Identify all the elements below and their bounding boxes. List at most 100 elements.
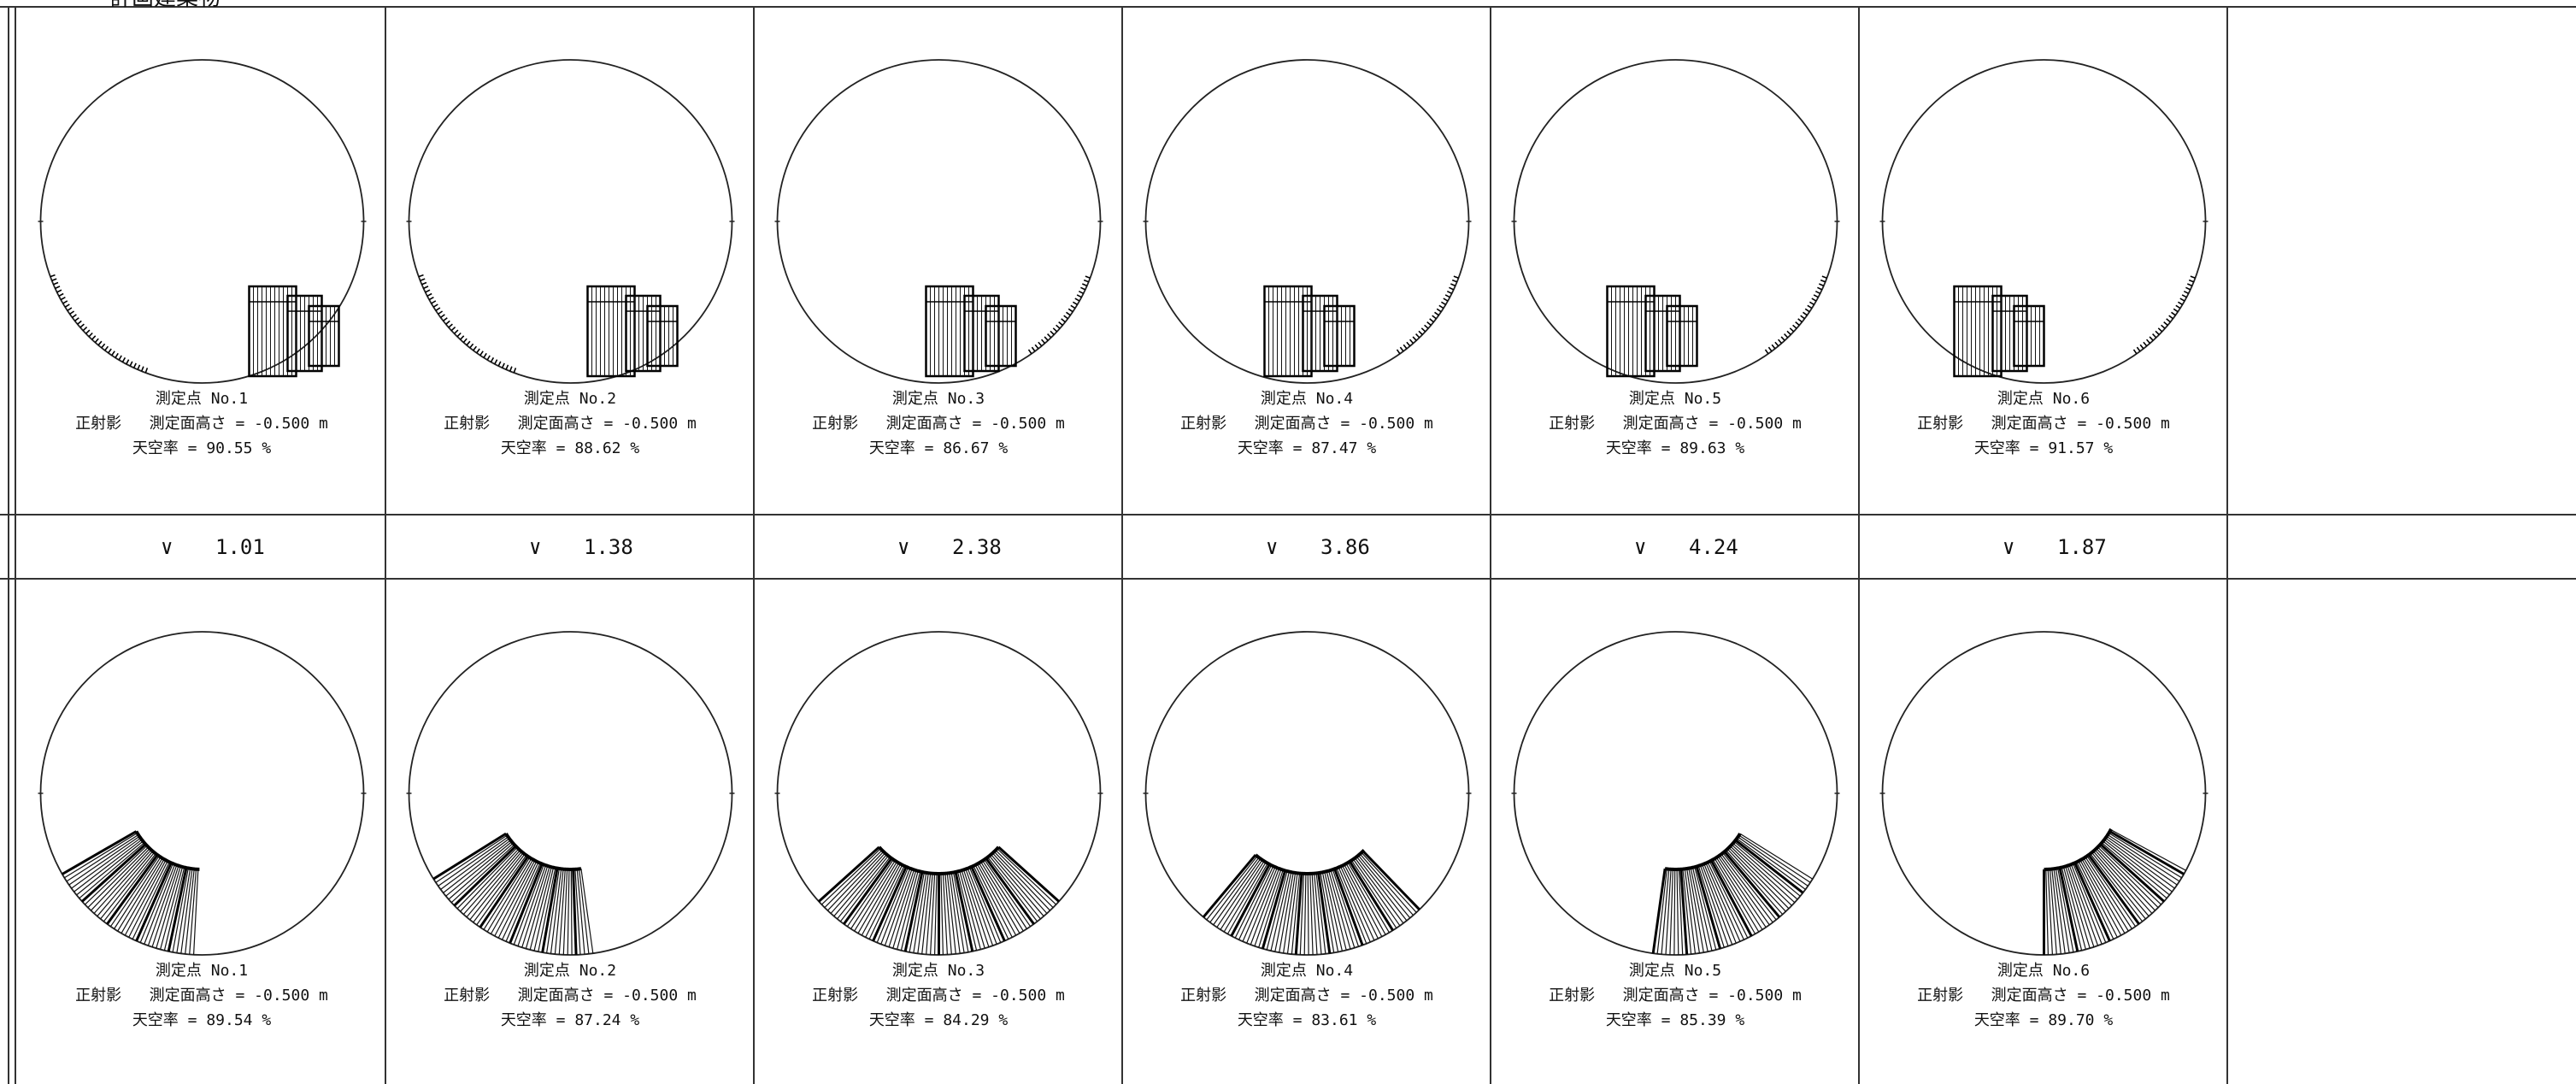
- sky-circle: [1513, 631, 1838, 956]
- comparison-mark: ∨: [897, 535, 910, 559]
- point-label: 測定点 No.3: [891, 390, 985, 408]
- difference-value: 1.87: [2057, 535, 2107, 559]
- difference-cell-6: ∨ 1.87: [1859, 515, 2228, 579]
- building-mass: [1953, 285, 2003, 378]
- point-label: 測定点 No.6: [1997, 390, 2091, 408]
- caption-top-3: 測定点 No.3 正射影 測定面高さ = -0.500 m 天空率 = 86.67 …: [754, 386, 1123, 461]
- sky-diagram-bottom_row-2: [406, 631, 735, 956]
- sky-ratio-value: 天空率 = 87.47 %: [1237, 439, 1377, 457]
- building-mass: [586, 285, 636, 378]
- building-hatch: [651, 306, 673, 366]
- shadow-edge: [2087, 854, 2140, 925]
- shadow-edge: [2099, 843, 2165, 903]
- building-hatch: [1671, 306, 1693, 366]
- sky-diagram-top_row-6: [1879, 59, 2208, 384]
- table-grid: [0, 6, 2576, 1084]
- comparison-mark: ∨: [161, 535, 173, 559]
- shadow-edge: [1695, 866, 1722, 950]
- page-title: 計画建築物: [109, 0, 221, 9]
- shadow-outline: [2044, 828, 2113, 871]
- sky-ratio-value: 天空率 = 86.67 %: [868, 439, 1009, 457]
- difference-cell-5: ∨ 4.24: [1491, 515, 1860, 579]
- shadow-edge: [167, 867, 188, 952]
- point-label: 測定点 No.4: [1260, 962, 1354, 980]
- point-label: 測定点 No.5: [1628, 390, 1722, 408]
- shadow-edge: [954, 871, 974, 952]
- shadow-edge: [1294, 873, 1303, 955]
- comparison-mark: ∨: [1266, 535, 1279, 559]
- building-hatch: [591, 286, 631, 376]
- sky-circle: [408, 59, 733, 384]
- difference-value: 2.38: [952, 535, 1002, 559]
- difference-cell-2: ∨ 1.38: [385, 515, 755, 579]
- shadow-edge: [1362, 850, 1420, 910]
- shadow-edge: [509, 863, 544, 944]
- shadow-edge: [1317, 872, 1332, 954]
- sky-ratio-value: 天空率 = 90.55 %: [132, 439, 272, 457]
- shadow-edge: [985, 857, 1035, 925]
- shadow-outline: [1664, 833, 1742, 871]
- shadow-edge: [453, 845, 517, 907]
- sky-diagram-bottom_row-6: [1879, 631, 2208, 956]
- sky-diagram-top_row-5: [1511, 59, 1840, 384]
- shadow-edge: [541, 868, 559, 953]
- point-label: 測定点 No.1: [155, 962, 249, 980]
- building-hatch: [1328, 306, 1350, 366]
- building-mass: [2013, 304, 2045, 368]
- difference-value: 1.01: [215, 535, 265, 559]
- sky-ratio-value: 天空率 = 87.24 %: [500, 1011, 640, 1029]
- sky-ratio-value: 天空率 = 89.70 %: [1973, 1011, 2114, 1029]
- building-hatch: [1611, 286, 1650, 376]
- shadow-edge: [818, 845, 880, 903]
- shadow-edge: [872, 866, 908, 942]
- caption-top-6: 測定点 No.6 正射影 測定面高さ = -0.500 m 天空率 = 91.57 …: [1859, 386, 2228, 461]
- shadow-edge: [1734, 839, 1804, 894]
- height-label: 正射影 測定面高さ = -0.500 m: [1917, 415, 2170, 433]
- difference-cell-4: ∨ 3.86: [1122, 515, 1491, 579]
- sky-circle: [39, 59, 365, 384]
- shadow-edge: [572, 869, 578, 955]
- shadow-edge: [997, 845, 1060, 903]
- building-mass: [308, 304, 340, 368]
- shadow-edge: [62, 830, 138, 875]
- shadow-edge: [1261, 869, 1287, 950]
- shadow-edge: [1709, 859, 1753, 937]
- shadow-edge: [843, 857, 893, 925]
- height-label: 正射影 測定面高さ = -0.500 m: [75, 415, 328, 433]
- caption-bottom-3: 測定点 No.3 正射影 測定面高さ = -0.500 m 天空率 = 84.29 …: [754, 958, 1123, 1033]
- height-label: 正射影 測定面高さ = -0.500 m: [812, 415, 1065, 433]
- height-label: 正射影 測定面高さ = -0.500 m: [444, 987, 697, 1004]
- shadow-edge: [2073, 862, 2111, 942]
- sky-ratio-value: 天空率 = 91.57 %: [1973, 439, 2114, 457]
- sky-diagram-top_row-2: [406, 59, 735, 384]
- caption-bottom-1: 測定点 No.1 正射影 測定面高さ = -0.500 m 天空率 = 89.54 …: [17, 958, 386, 1033]
- bottom-row-charts: [38, 631, 2208, 956]
- building-mass: [985, 304, 1017, 368]
- height-label: 正射影 測定面高さ = -0.500 m: [75, 987, 328, 1004]
- point-label: 測定点 No.4: [1260, 390, 1354, 408]
- sky-diagram-bottom_row-4: [1143, 631, 1472, 956]
- building-mass: [1323, 304, 1356, 368]
- shadow-outline: [504, 833, 582, 871]
- sky-diagram-top_row-1: [38, 59, 367, 384]
- sky-diagram-top_row-4: [1143, 59, 1472, 384]
- sky-diagram-bottom_row-3: [774, 631, 1103, 956]
- shadow-edge: [2108, 830, 2185, 875]
- rim-shadow: [1764, 275, 1827, 355]
- height-label: 正射影 測定面高さ = -0.500 m: [1549, 415, 1802, 433]
- difference-value: 4.24: [1689, 535, 1738, 559]
- building-hatch: [990, 306, 1012, 366]
- rim-shadow: [418, 274, 517, 374]
- point-label: 測定点 No.2: [523, 962, 617, 980]
- shadow-edge: [479, 855, 529, 928]
- shadow-edge: [1679, 869, 1689, 955]
- shadow-edge: [1333, 868, 1364, 946]
- caption-top-2: 測定点 No.2 正射影 測定面高さ = -0.500 m 天空率 = 88.62 …: [385, 386, 755, 461]
- rim-shadow: [1396, 275, 1459, 355]
- difference-cell-3: ∨ 2.38: [754, 515, 1123, 579]
- building-mass: [1666, 304, 1698, 368]
- caption-bottom-4: 測定点 No.4 正射影 測定面高さ = -0.500 m 天空率 = 83.61 …: [1122, 958, 1491, 1033]
- shadow-edge: [970, 866, 1006, 942]
- point-label: 測定点 No.3: [891, 962, 985, 980]
- shadow-edge: [432, 832, 507, 881]
